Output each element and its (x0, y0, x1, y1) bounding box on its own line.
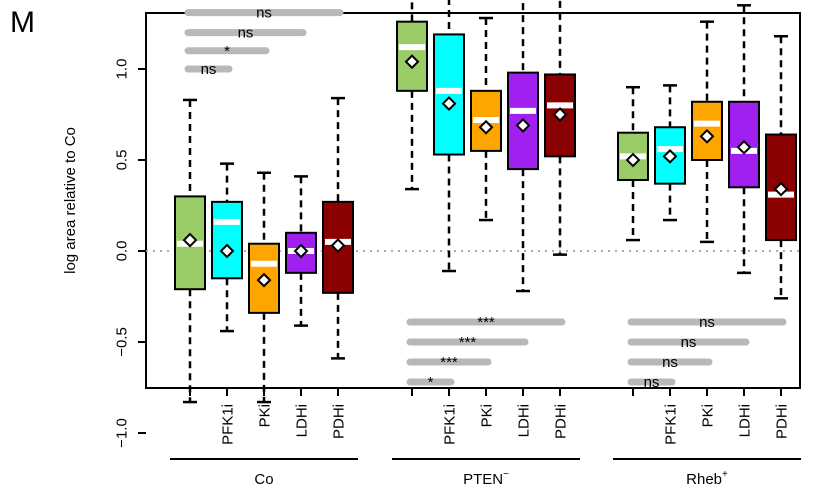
panel-letter: M (10, 6, 35, 39)
box (544, 73, 576, 158)
x-tick-label: LDHi (515, 404, 532, 437)
mean-marker (699, 128, 715, 144)
significance-label: ns (201, 61, 217, 78)
mean-marker (404, 54, 420, 70)
box (211, 200, 243, 280)
y-tick-label: −1.0 (113, 418, 130, 448)
mean-marker (441, 96, 457, 111)
y-tick-label: 0.5 (113, 150, 130, 171)
plot-frame (145, 12, 801, 389)
significance-label: ns (256, 5, 272, 22)
group-label: Co (254, 471, 273, 488)
mean-marker (219, 243, 235, 259)
mean-marker (625, 152, 641, 168)
significance-label: ns (644, 374, 660, 391)
significance-label: ns (681, 334, 697, 351)
y-tick-label: 0.0 (113, 241, 130, 262)
significance-label: ns (238, 25, 254, 42)
x-tick-label: PKi (478, 404, 495, 427)
group-label-superscript: − (503, 469, 509, 480)
significance-label: *** (477, 314, 495, 331)
x-tick-label: PDHi (773, 404, 790, 439)
significance-label: * (428, 374, 434, 391)
group-label: Rheb+ (686, 469, 728, 488)
mean-marker (293, 243, 309, 259)
box (433, 33, 465, 156)
group-label-superscript: + (722, 469, 728, 480)
mean-marker (773, 181, 789, 197)
x-tick-label: PDHi (330, 404, 347, 439)
x-tick-label: LDHi (736, 404, 753, 437)
mean-marker (330, 238, 346, 253)
x-tick-label: PDHi (552, 404, 569, 439)
x-tick-label: PKi (699, 404, 716, 427)
y-tick-label: 1.0 (113, 59, 130, 80)
significance-label: *** (440, 354, 458, 371)
significance-label: *** (459, 334, 477, 351)
mean-marker (736, 139, 752, 155)
x-tick-label: PFK1i (662, 404, 679, 445)
y-axis-label: log area relative to Co (62, 127, 79, 274)
significance-label: ns (662, 354, 678, 371)
mean-marker (478, 119, 494, 135)
mean-marker (662, 148, 678, 164)
x-tick-label: PKi (256, 404, 273, 427)
mean-marker (182, 232, 198, 248)
significance-label: * (224, 43, 230, 60)
group-label: PTEN− (463, 469, 509, 488)
x-tick-label: LDHi (293, 404, 310, 437)
significance-label: ns (699, 314, 715, 331)
mean-marker (552, 107, 568, 122)
x-tick-label: PFK1i (219, 404, 236, 445)
box (507, 71, 539, 171)
y-tick-label: −0.5 (113, 327, 130, 357)
mean-marker (515, 118, 531, 133)
x-tick-label: PFK1i (441, 404, 458, 445)
mean-marker (256, 272, 272, 288)
